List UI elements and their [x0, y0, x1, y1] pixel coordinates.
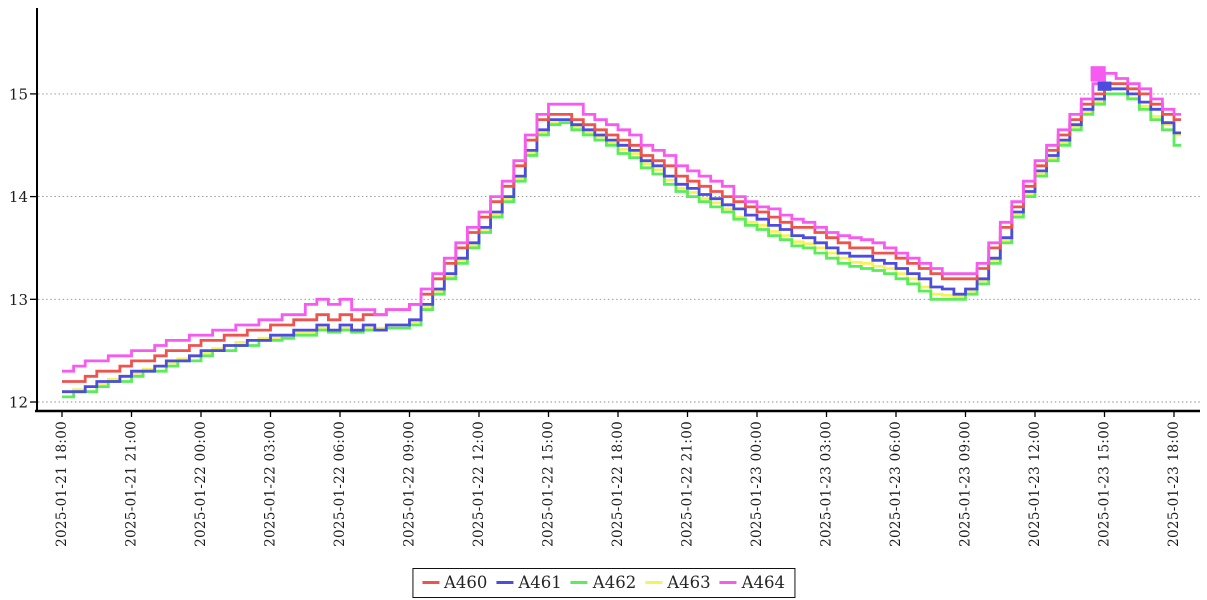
x-tick-label: 2025-01-23 18:00 [1166, 421, 1182, 547]
y-tick-label: 14 [9, 188, 28, 206]
x-tick-label: 2025-01-22 00:00 [193, 421, 209, 547]
legend-item-A462: A462 [570, 573, 637, 592]
series-line-A464 [62, 72, 1181, 373]
peak-marker-A461 [1097, 81, 1112, 91]
legend-swatch-A463 [645, 581, 663, 584]
legend-label-A463: A463 [667, 573, 711, 592]
legend-label-A461: A461 [518, 573, 562, 592]
legend: A460 A461 A462 A463 A464 [411, 568, 796, 598]
x-tick-label: 2025-01-23 09:00 [958, 421, 974, 547]
x-tick-label: 2025-01-23 03:00 [819, 421, 835, 547]
x-tick-label: 2025-01-22 15:00 [541, 421, 557, 547]
legend-swatch-A461 [496, 581, 514, 584]
legend-swatch-A460 [421, 581, 439, 584]
legend-label-A462: A462 [592, 573, 637, 592]
legend-swatch-A464 [719, 581, 737, 584]
x-tick-label: 2025-01-22 21:00 [680, 421, 696, 547]
x-tick-label: 2025-01-22 03:00 [263, 421, 279, 547]
x-tick-label: 2025-01-21 18:00 [54, 421, 70, 547]
legend-item-A461: A461 [496, 573, 562, 592]
x-tick-label: 2025-01-23 12:00 [1027, 421, 1043, 547]
x-tick-label: 2025-01-21 21:00 [124, 421, 140, 547]
legend-label-A464: A464 [741, 573, 786, 592]
x-tick-label: 2025-01-22 18:00 [610, 421, 626, 547]
legend-item-A460: A460 [421, 573, 488, 592]
legend-item-A464: A464 [719, 573, 786, 592]
y-tick-label: 13 [9, 291, 28, 309]
peak-marker-A464 [1090, 66, 1106, 82]
x-tick-label: 2025-01-22 09:00 [402, 421, 418, 547]
x-tick-label: 2025-01-23 06:00 [888, 421, 904, 547]
x-tick-label: 2025-01-23 15:00 [1097, 421, 1113, 547]
y-tick-label: 12 [9, 394, 28, 412]
legend-label-A460: A460 [443, 573, 488, 592]
x-tick-label: 2025-01-23 00:00 [749, 421, 765, 547]
series-line-A460 [62, 82, 1181, 383]
x-tick-label: 2025-01-22 12:00 [471, 421, 487, 547]
legend-swatch-A462 [570, 581, 588, 584]
legend-item-A463: A463 [645, 573, 711, 592]
x-tick-label: 2025-01-22 06:00 [332, 421, 348, 547]
y-tick-label: 15 [9, 85, 28, 103]
